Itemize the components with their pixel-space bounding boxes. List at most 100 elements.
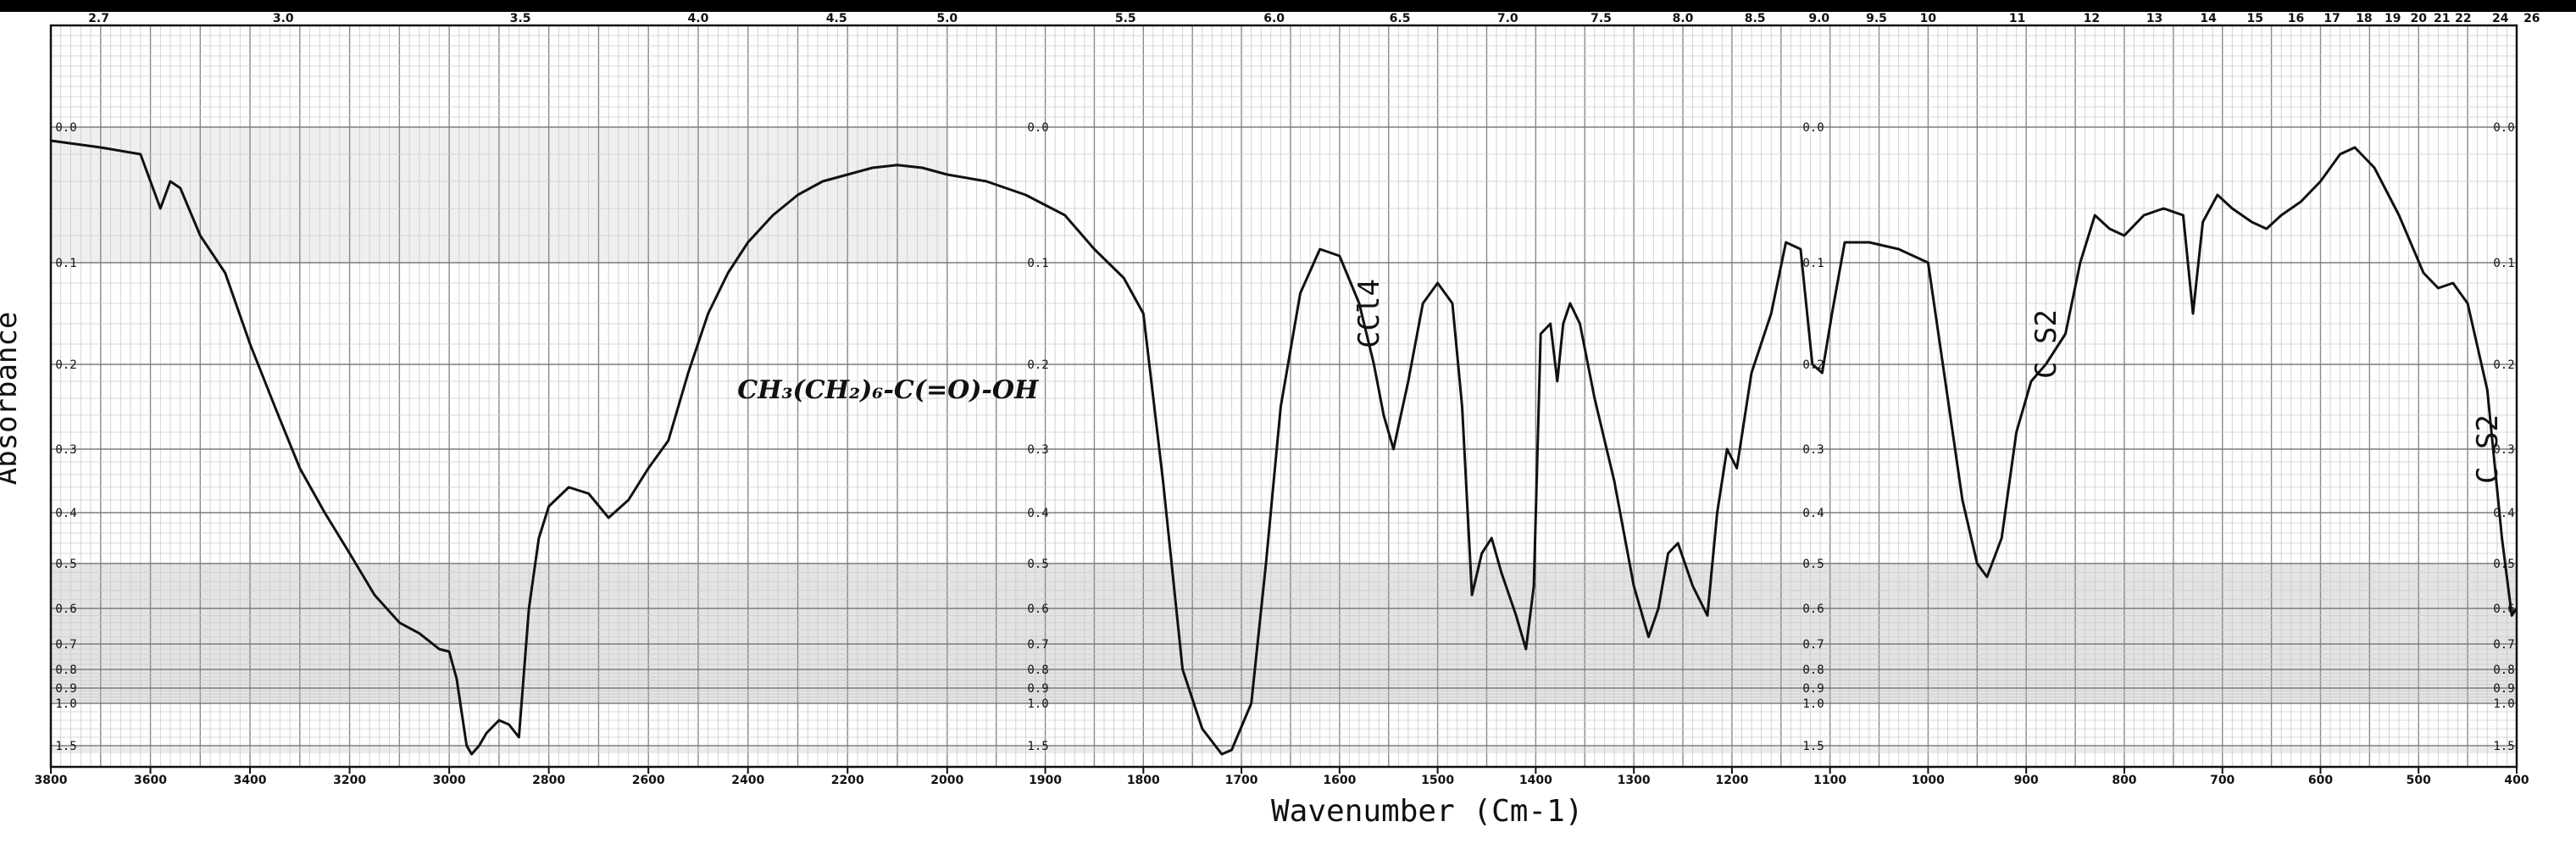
x-tick-label: 800 (2112, 774, 2136, 787)
y-tick-label: 0.5 (1027, 558, 1048, 571)
y-tick-label: 0.4 (55, 507, 76, 520)
x-axis-label: Wavenumber (Cm-1) (1271, 794, 1584, 829)
y-tick-label: 1.5 (1027, 740, 1048, 753)
y-tick-label: 0.7 (2493, 638, 2514, 652)
top-axis-label: 9.5 (1866, 12, 1887, 25)
top-axis-label: 6.0 (1263, 12, 1285, 25)
x-tick-label: 3000 (433, 774, 466, 787)
y-tick-label: 1.0 (2493, 697, 2514, 711)
y-tick-label: 1.0 (55, 697, 76, 711)
y-tick-label: 0.6 (1802, 602, 1824, 616)
y-tick-label: 0.1 (55, 257, 76, 270)
annotation-1: CH₃(CH₂)₆-C(=O)-OH (737, 375, 1040, 405)
top-axis-label: 12 (2084, 12, 2100, 25)
x-tick-label: 3800 (35, 774, 68, 787)
x-tick-label: 3400 (234, 774, 267, 787)
x-tick-label: 600 (2308, 774, 2333, 787)
y-tick-label: 0.8 (2493, 664, 2514, 677)
y-tick-label: 0.3 (1027, 443, 1048, 457)
x-tick-label: 2600 (632, 774, 665, 787)
y-tick-label: 0.2 (1027, 358, 1048, 372)
x-tick-label: 2200 (831, 774, 864, 787)
top-axis-label: 3.0 (273, 12, 294, 25)
x-tick-label: 2000 (930, 774, 963, 787)
y-tick-label: 0.8 (55, 664, 76, 677)
plot-frame (49, 24, 2518, 769)
annotation-4: C S2 (2471, 414, 2505, 484)
x-tick-label: 700 (2210, 774, 2235, 787)
y-tick-label: 1.5 (1802, 740, 1824, 753)
series-layer (50, 139, 2518, 756)
x-tick-label: 3200 (333, 774, 366, 787)
ticks-layer: 3800 3600 3400 3200 3000 2800 2600 2400 2200 2000… (35, 12, 2540, 787)
top-axis-label: 9.0 (1808, 12, 1829, 25)
top-axis-label: 20 (2410, 12, 2427, 25)
top-axis-label: 4.0 (688, 12, 709, 25)
y-tick-label: 0.7 (1027, 638, 1048, 652)
top-axis-label: 2.7 (88, 12, 109, 25)
x-tick-label: 1000 (1912, 774, 1945, 787)
annotation-3: C S2 (2029, 309, 2063, 379)
y-tick-label: 0.9 (1802, 682, 1824, 696)
top-axis-label: 7.0 (1497, 12, 1518, 25)
x-tick-label: 1700 (1225, 774, 1258, 787)
top-axis-label: 6.5 (1390, 12, 1411, 25)
y-tick-label: 0.8 (1802, 664, 1824, 677)
y-tick-label: 0.9 (2493, 682, 2514, 696)
top-axis-label: 11 (2009, 12, 2025, 25)
y-tick-label: 0.5 (1802, 558, 1824, 571)
top-axis-label: 8.5 (1745, 12, 1766, 25)
top-axis-label: 24 (2492, 12, 2509, 25)
x-tick-label: 3600 (134, 774, 167, 787)
y-tick-label: 0.8 (1027, 664, 1048, 677)
top-axis-label: 8.0 (1673, 12, 1694, 25)
y-tick-label: 0.0 (1802, 121, 1824, 135)
y-tick-label: 0.9 (1027, 682, 1048, 696)
top-axis-label: 18 (2356, 12, 2372, 25)
y-tick-label: 1.0 (1027, 697, 1048, 711)
top-axis-label: 14 (2200, 12, 2217, 25)
y-tick-label: 0.1 (1027, 257, 1048, 270)
x-tick-label: 500 (2407, 774, 2431, 787)
top-axis-label: 5.0 (936, 12, 958, 25)
y-tick-label: 0.7 (55, 638, 76, 652)
y-tick-label: 1.0 (1802, 697, 1824, 711)
x-tick-label: 400 (2504, 774, 2529, 787)
x-tick-label: 2400 (731, 774, 764, 787)
x-tick-label: 1900 (1029, 774, 1062, 787)
annotation-2: CCl4 (1352, 279, 1386, 348)
x-tick-label: 1400 (1519, 774, 1552, 787)
grid-shade-band-lower (51, 564, 2517, 703)
spectrum-line (50, 139, 2518, 756)
y-tick-label: 0.3 (2493, 443, 2514, 457)
top-axis-label: 26 (2523, 12, 2540, 25)
y-tick-label: 0.3 (55, 443, 76, 457)
y-tick-label: 0.1 (2493, 257, 2514, 270)
x-tick-label: 1100 (1813, 774, 1846, 787)
top-axis-label: 16 (2288, 12, 2304, 25)
y-tick-label: 1.5 (2493, 740, 2514, 753)
top-axis-label: 21 (2434, 12, 2450, 25)
top-axis-label: 22 (2455, 12, 2471, 25)
y-tick-label: 0.9 (55, 682, 76, 696)
y-axis-label: Absorbance (0, 311, 24, 486)
top-black-bar (0, 0, 2576, 12)
y-tick-label: 1.5 (55, 740, 76, 753)
y-tick-label: 0.7 (1802, 638, 1824, 652)
y-tick-label: 0.3 (1802, 443, 1824, 457)
top-axis-label: 13 (2146, 12, 2162, 25)
top-axis-label: 19 (2384, 12, 2401, 25)
x-tick-label: 900 (2014, 774, 2039, 787)
frame-layer (49, 24, 2518, 769)
y-tick-label: 0.5 (55, 558, 76, 571)
y-tick-label: 0.0 (1027, 121, 1048, 135)
x-tick-label: 1800 (1127, 774, 1160, 787)
y-tick-label: 0.2 (55, 358, 76, 372)
y-tick-label: 0.0 (2493, 121, 2514, 135)
top-axis-label: 3.5 (510, 12, 531, 25)
top-axis-label: 17 (2323, 12, 2340, 25)
top-axis-label: 15 (2247, 12, 2263, 25)
